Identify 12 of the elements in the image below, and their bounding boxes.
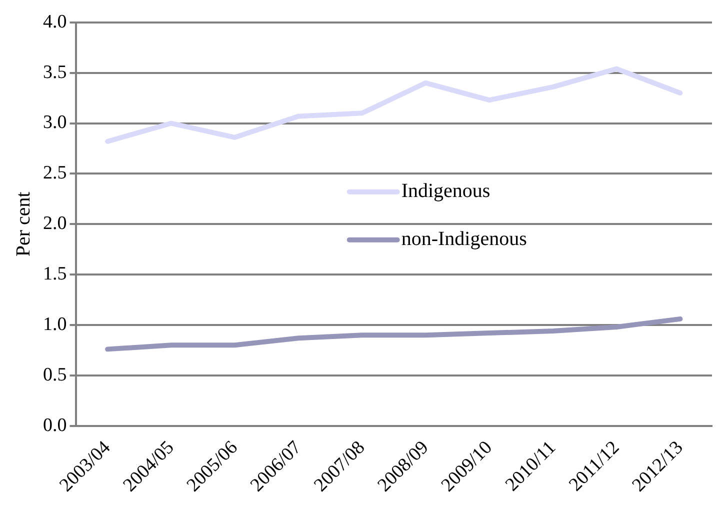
y-tick-label: 3.5 xyxy=(43,62,67,83)
legend-label: Indigenous xyxy=(401,180,490,202)
y-axis-title: Per cent xyxy=(12,191,34,257)
y-tick-label: 1.5 xyxy=(43,264,67,285)
legend-label: non-Indigenous xyxy=(401,228,528,250)
y-tick-label: 0.5 xyxy=(43,364,67,386)
y-tick-label: 4.0 xyxy=(43,11,67,32)
y-tick-label: 2.5 xyxy=(43,162,67,184)
y-tick-label: 2.0 xyxy=(43,213,67,234)
y-tick-label: 1.0 xyxy=(43,314,67,335)
y-tick-label: 3.0 xyxy=(43,112,67,134)
y-tick-label: 0.0 xyxy=(43,414,67,436)
